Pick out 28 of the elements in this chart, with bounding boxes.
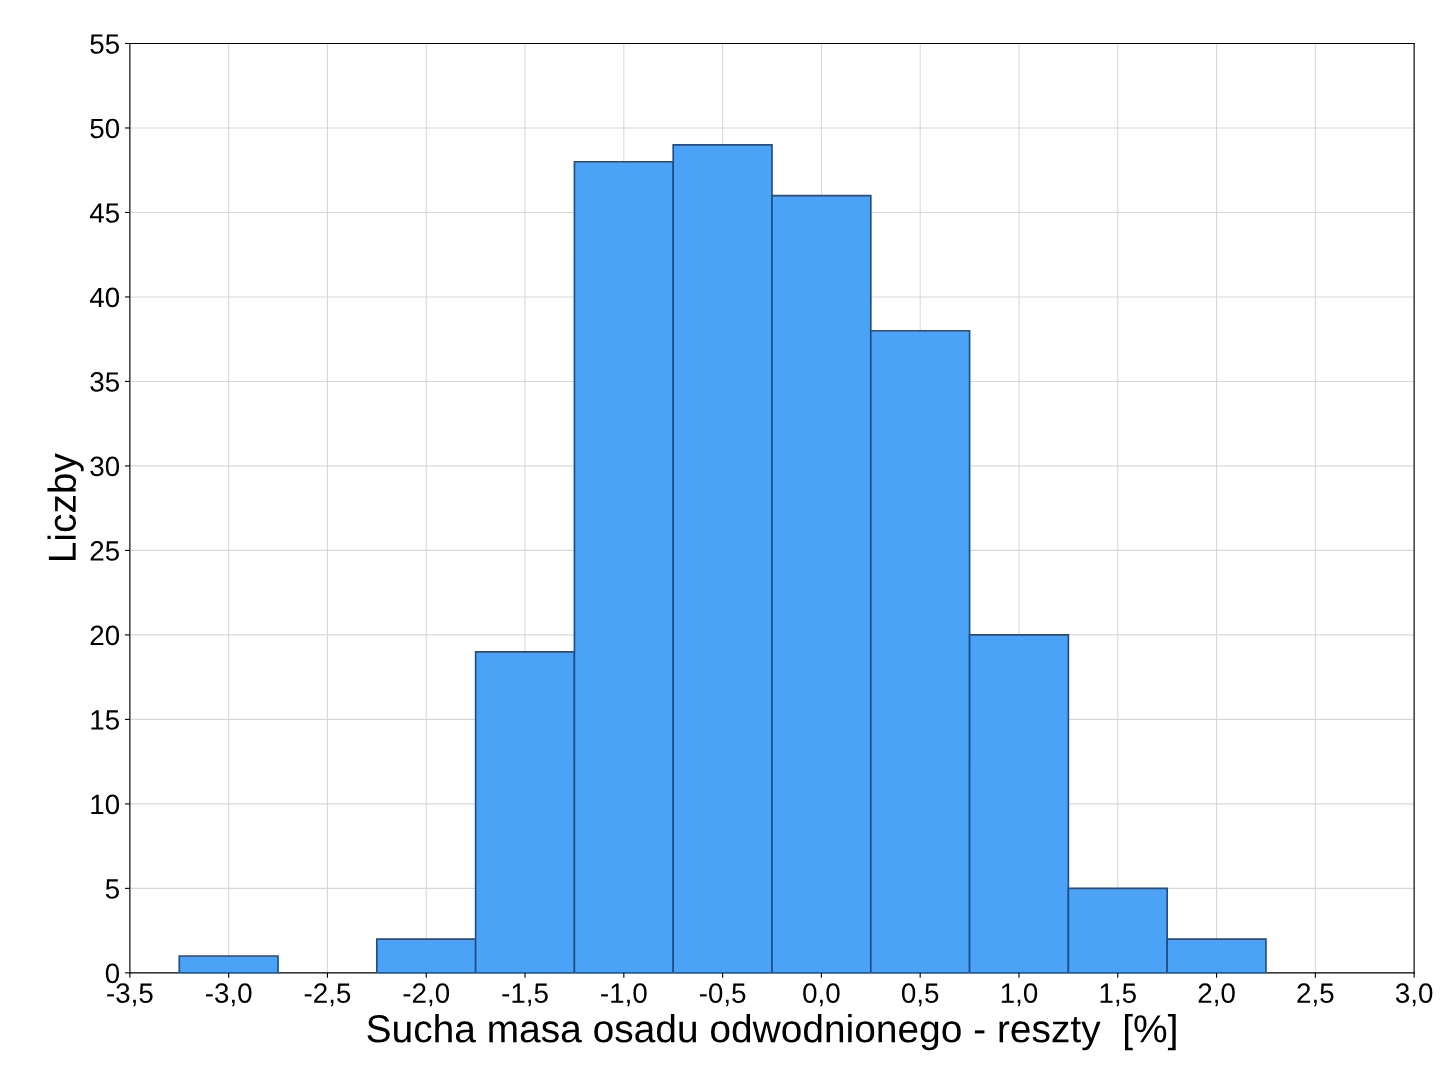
- y-tick-label: 25: [90, 541, 119, 561]
- x-tick-label: 2,5: [1297, 983, 1334, 1007]
- x-tick-label: 2,0: [1198, 983, 1235, 1007]
- x-tick-label: -1,5: [502, 983, 548, 1007]
- x-tick-label: -1,0: [601, 983, 647, 1007]
- x-tick-label: 3,0: [1395, 983, 1433, 1007]
- x-tick-label: -2,0: [403, 983, 450, 1007]
- x-tick-label: -3,0: [205, 983, 252, 1007]
- y-tick-label: 10: [91, 794, 120, 815]
- x-tick-label: 1,5: [1100, 983, 1136, 1007]
- x-tick-label: -3,5: [107, 983, 153, 1007]
- y-tick-label: 55: [90, 34, 119, 54]
- y-axis-title: Liczby: [47, 453, 84, 561]
- x-tick-label: 1,0: [1001, 983, 1038, 1007]
- y-tick-label: 30: [90, 456, 120, 477]
- y-tick-label: 35: [90, 372, 119, 392]
- x-tick-label: -0,5: [699, 983, 746, 1007]
- y-tick-label: 5: [105, 879, 119, 899]
- y-tick-label: 45: [89, 203, 119, 223]
- y-tick-label: 50: [90, 118, 120, 139]
- y-tick-label: 15: [91, 710, 119, 730]
- y-tick-label: 20: [90, 625, 120, 646]
- x-tick-label: -2,5: [304, 983, 351, 1007]
- y-tick-label: 0: [105, 963, 120, 984]
- x-axis-title: Sucha masa osadu odwodnionego - reszty [%]: [367, 1014, 1176, 1051]
- x-tick-label: 0,0: [803, 983, 840, 1007]
- y-tick-label: 40: [89, 287, 120, 308]
- x-tick-label: 0,5: [901, 983, 939, 1007]
